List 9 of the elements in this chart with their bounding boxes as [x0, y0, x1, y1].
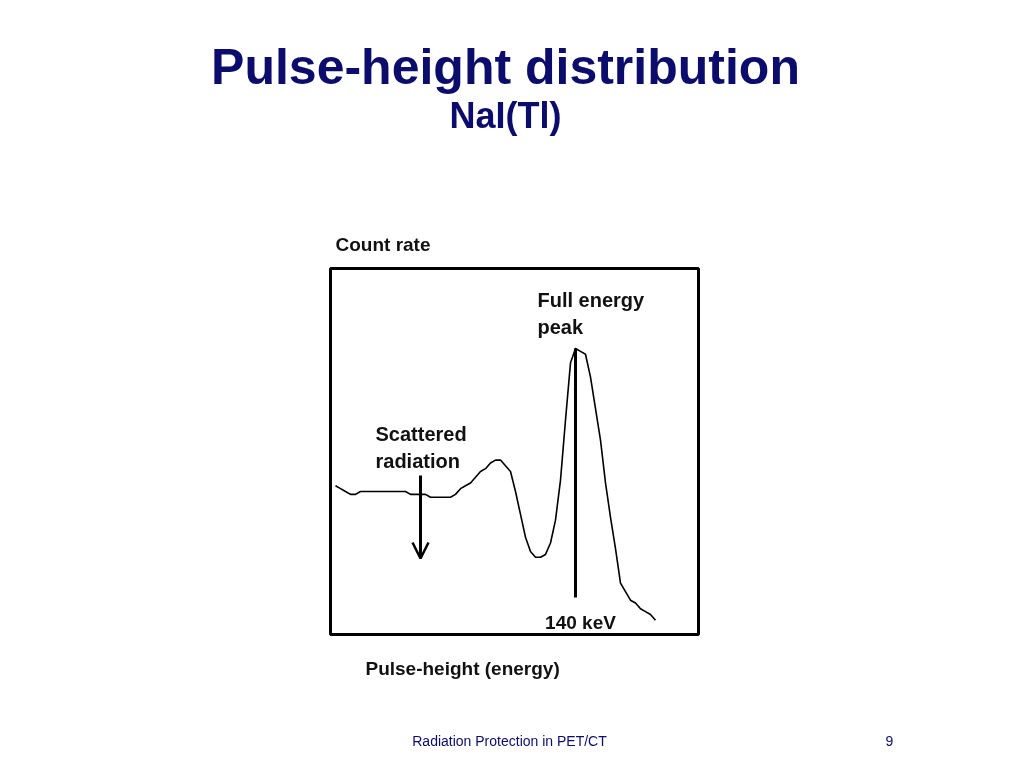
- x-axis-title: Pulse-height (energy): [365, 658, 560, 679]
- annotation: Scattered radiation: [375, 422, 467, 472]
- annotation: 140 keV: [545, 612, 617, 633]
- chart-subtitle: NaI(Tl): [449, 95, 562, 136]
- text: Radiation Protection in PET/CT: [412, 732, 608, 749]
- chart-title: Pulse-height distribution: [211, 38, 800, 95]
- text: 9: [885, 732, 894, 749]
- y-axis-title: Count rate: [335, 234, 431, 255]
- text: Full energy peak: [537, 288, 646, 338]
